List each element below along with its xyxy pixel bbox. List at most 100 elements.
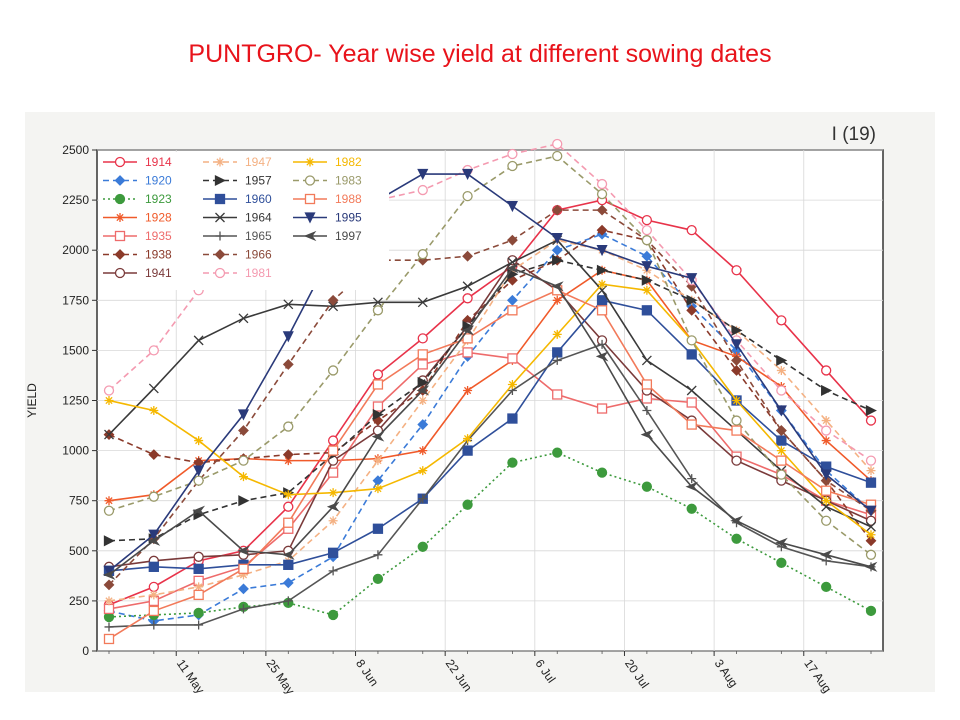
data-point-1988	[148, 605, 159, 617]
data-point-1965	[194, 620, 204, 630]
data-point-1938	[596, 224, 608, 236]
data-point-1960	[596, 295, 608, 306]
legend-label: 1923	[145, 192, 172, 206]
data-point-1947	[149, 590, 159, 600]
data-point-1965	[597, 339, 607, 349]
series-line-1920	[108, 233, 872, 622]
data-point-1947	[328, 516, 338, 526]
y-tick-label: 1000	[62, 444, 89, 458]
data-point-1995	[596, 245, 608, 257]
data-point-1982	[597, 279, 607, 289]
series-1982	[104, 279, 876, 540]
data-point-1923	[865, 605, 877, 617]
data-point-1988	[731, 425, 742, 436]
data-point-1960	[283, 559, 294, 570]
y-tick-label: 0	[82, 644, 89, 658]
legend-label: 1947	[245, 155, 272, 169]
data-point-1964	[686, 385, 697, 396]
data-point-1995	[641, 261, 653, 273]
data-point-1923	[821, 581, 832, 593]
y-tick-label: 2250	[62, 193, 89, 207]
data-point-1997	[326, 501, 340, 512]
data-point-1983	[417, 249, 428, 260]
data-point-1914	[731, 265, 742, 276]
data-point-1965	[552, 355, 562, 365]
legend-item-1997: 1997	[293, 229, 362, 243]
series-1923	[103, 447, 877, 623]
series-line-1966	[108, 209, 872, 586]
data-point-1988	[641, 379, 653, 390]
data-point-1914	[776, 315, 787, 326]
legend-swatch-marker	[114, 230, 126, 242]
data-point-1997	[147, 535, 161, 546]
legend-label: 1966	[245, 248, 272, 262]
data-point-1920	[641, 250, 653, 262]
data-point-1997	[730, 515, 743, 526]
data-point-1981	[821, 425, 832, 436]
data-point-1935	[552, 389, 563, 400]
legend-box	[99, 152, 389, 290]
legend-label: 1983	[335, 174, 362, 188]
series-line-1982	[108, 283, 872, 536]
data-point-1988	[686, 419, 697, 430]
y-tick-label: 1750	[62, 293, 89, 307]
series-line-1964	[108, 239, 872, 528]
data-point-1981	[865, 455, 877, 466]
data-point-1988	[283, 517, 294, 528]
data-point-1997	[819, 549, 833, 560]
legend-item-1960: 1960	[203, 192, 272, 206]
data-point-1997	[640, 429, 654, 440]
legend-label: 1988	[335, 192, 362, 206]
data-point-1960	[462, 445, 473, 456]
legend-item-1914: 1914	[103, 155, 172, 169]
data-point-1964	[104, 429, 114, 440]
data-point-1957	[865, 404, 877, 417]
data-point-1983	[372, 305, 384, 316]
data-point-1960	[327, 547, 339, 558]
data-point-1923	[327, 609, 339, 621]
data-point-1982	[821, 496, 831, 506]
data-point-1983	[507, 160, 518, 172]
data-point-1914	[462, 293, 473, 304]
data-point-1964	[283, 299, 294, 310]
data-point-1960	[552, 347, 563, 358]
data-point-1923	[372, 573, 384, 585]
y-tick-label: 2000	[62, 243, 89, 257]
legend-label: 1935	[145, 229, 172, 243]
data-point-1947	[104, 596, 114, 606]
legend-item-1965: 1965	[203, 229, 272, 243]
data-point-1995	[282, 331, 294, 343]
legend-item-1966: 1966	[203, 248, 272, 262]
data-point-1995	[506, 200, 518, 213]
data-point-1997	[775, 537, 788, 548]
data-point-1938	[148, 449, 160, 461]
data-point-1965	[418, 494, 428, 504]
data-point-1981	[103, 385, 115, 396]
legend-label: 1957	[245, 174, 272, 188]
data-point-1966	[775, 425, 787, 436]
series-line-1988	[108, 289, 872, 640]
legend-item-1988: 1988	[293, 192, 362, 206]
data-point-1983	[596, 188, 608, 200]
data-point-1957	[552, 254, 564, 266]
data-point-1988	[417, 349, 428, 360]
data-point-1920	[238, 583, 249, 595]
legend-label: 1914	[145, 155, 172, 169]
legend-item-1941: 1941	[103, 266, 172, 280]
data-point-1988	[776, 455, 787, 466]
data-point-1960	[193, 563, 204, 574]
data-point-1960	[372, 523, 384, 534]
legend-swatch-marker	[215, 212, 225, 223]
data-point-1983	[865, 549, 877, 560]
legend-item-1981: 1981	[203, 266, 272, 280]
data-point-1923	[731, 533, 742, 544]
data-point-1964	[328, 301, 339, 312]
legend-swatch-marker	[215, 231, 225, 241]
data-point-1914	[148, 581, 159, 593]
series-1988	[103, 285, 877, 645]
data-point-1997	[237, 545, 250, 556]
data-point-1988	[103, 633, 115, 645]
data-point-1983	[641, 235, 653, 246]
data-point-1928	[552, 295, 562, 305]
data-point-1957	[103, 535, 115, 547]
